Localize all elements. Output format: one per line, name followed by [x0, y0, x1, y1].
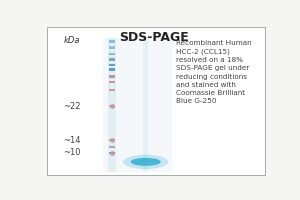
- Bar: [109, 75, 115, 78]
- Text: ~10: ~10: [63, 148, 80, 157]
- Bar: [109, 105, 115, 107]
- Text: SDS-PAGE: SDS-PAGE: [119, 31, 189, 44]
- Bar: [108, 38, 116, 172]
- Text: ~22: ~22: [63, 102, 80, 111]
- Bar: [109, 139, 115, 141]
- Bar: [109, 46, 115, 49]
- Bar: [109, 152, 115, 154]
- Bar: [109, 89, 115, 91]
- Bar: [143, 38, 148, 172]
- Text: kDa: kDa: [64, 36, 80, 45]
- Text: Recombinant Human
HCC-2 (CCL15)
resolved on a 18%
SDS-PAGE gel under
reducing co: Recombinant Human HCC-2 (CCL15) resolved…: [176, 40, 251, 104]
- Bar: [109, 81, 115, 83]
- Bar: [109, 40, 115, 43]
- Bar: [109, 146, 115, 148]
- Text: ~14: ~14: [63, 136, 80, 145]
- Bar: [103, 38, 172, 172]
- Ellipse shape: [123, 155, 168, 169]
- Bar: [109, 58, 115, 61]
- Bar: [109, 68, 115, 71]
- Ellipse shape: [130, 158, 161, 166]
- Bar: [109, 64, 115, 66]
- Bar: [109, 53, 115, 55]
